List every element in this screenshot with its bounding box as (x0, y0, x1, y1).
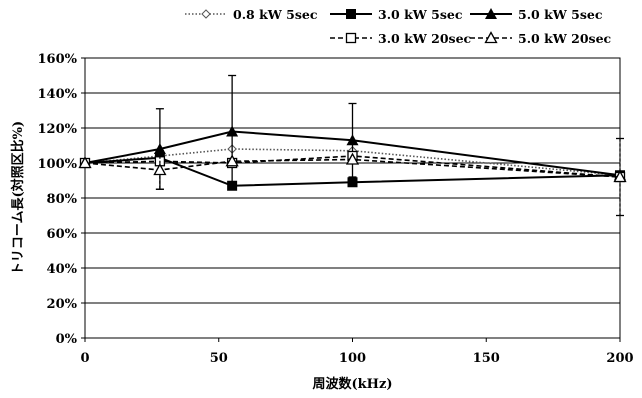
x-tick-label: 100 (339, 351, 366, 366)
x-tick-label: 50 (210, 351, 228, 366)
legend-item: 3.0 kW 20sec (330, 31, 472, 46)
y-axis-title: トリコーム長(対照区比%) (10, 121, 26, 275)
y-axis-ticks: 0% 20% 40% 60% 80% 100% 120% 140% 160% (38, 52, 86, 347)
y-tick-label: 60% (47, 227, 78, 242)
legend-label: 5.0 kW 20sec (518, 31, 612, 46)
series-group (79, 76, 626, 216)
x-tick-label: 150 (473, 351, 500, 366)
legend-item: 5.0 kW 20sec (470, 31, 612, 46)
legend-marker (347, 34, 356, 43)
data-point (348, 177, 358, 187)
x-tick-label: 200 (606, 351, 633, 366)
y-axis-title-group: トリコーム長(対照区比%) (10, 121, 26, 275)
y-tick-label: 120% (38, 122, 78, 137)
y-tick-label: 100% (38, 157, 78, 172)
legend-item: 0.8 kW 5sec (185, 7, 318, 22)
legend-label: 3.0 kW 20sec (378, 31, 472, 46)
y-tick-label: 160% (38, 52, 78, 67)
x-axis-ticks: 0 50 100 150 200 (80, 338, 633, 366)
y-tick-label: 140% (38, 87, 78, 102)
legend-item: 3.0 kW 5sec (330, 7, 463, 22)
y-tick-label: 40% (47, 262, 78, 277)
x-axis-title: 周波数(kHz) (313, 376, 393, 392)
x-tick-label: 0 (80, 351, 89, 366)
legend-marker (346, 9, 356, 19)
y-tick-label: 0% (56, 332, 78, 347)
legend-label: 3.0 kW 5sec (378, 7, 463, 22)
legend-label: 0.8 kW 5sec (233, 7, 318, 22)
legend-label: 5.0 kW 5sec (518, 7, 603, 22)
legend-item: 5.0 kW 5sec (470, 7, 603, 22)
y-tick-label: 80% (47, 192, 78, 207)
legend: 0.8 kW 5sec 3.0 kW 5sec 5.0 kW 5sec 3.0 kW … (185, 7, 612, 46)
legend-marker (202, 10, 210, 18)
y-tick-label: 20% (47, 297, 78, 312)
